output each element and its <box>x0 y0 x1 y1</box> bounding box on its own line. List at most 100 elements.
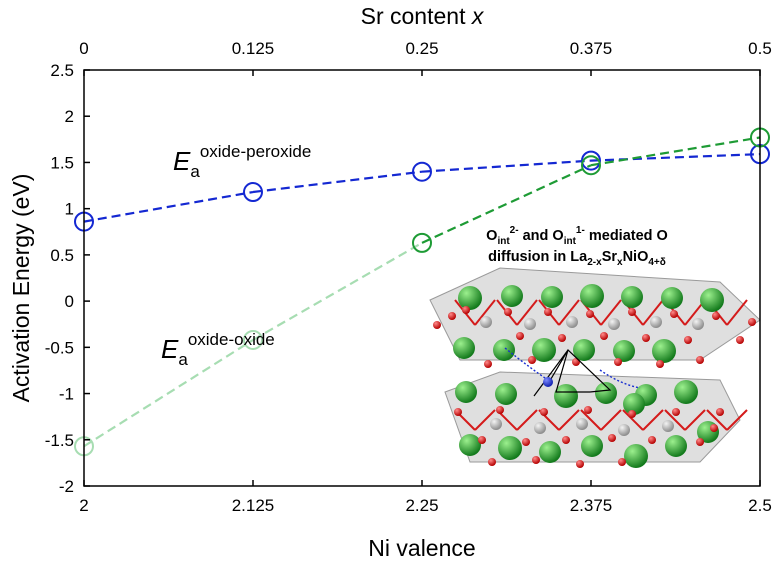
oxygen-atom <box>433 321 441 329</box>
oxygen-atom <box>504 308 512 316</box>
ni-o-bond <box>726 299 748 326</box>
oxygen-atom <box>716 408 724 416</box>
la-sr-atom <box>493 339 515 361</box>
top-axis-title: Sr content x <box>361 3 485 29</box>
oxygen-atom <box>736 336 744 344</box>
series-0-segment <box>83 190 254 223</box>
ni-o-bond <box>558 299 580 326</box>
inset-caption-line-1: Oint2- and Oint1- mediated O <box>486 225 668 247</box>
y-tick-label: 1 <box>65 200 74 219</box>
top-tick-label: 0.25 <box>405 39 438 58</box>
ni-o-bond <box>600 409 622 431</box>
ni-o-bond <box>516 409 538 431</box>
la-sr-atom <box>624 444 648 468</box>
ni-atom <box>618 424 630 436</box>
y-tick-label: -0.5 <box>45 338 74 357</box>
ni-atom <box>650 316 662 328</box>
x-tick-label: 2 <box>79 496 88 515</box>
oxygen-atom <box>558 334 566 342</box>
oxygen-atom <box>586 310 594 318</box>
oxygen-atom <box>572 358 580 366</box>
oxygen-atom <box>532 456 540 464</box>
oxygen-atom <box>584 406 592 414</box>
top-tick-label: 0.375 <box>570 39 613 58</box>
diffusion-dotted-path <box>504 347 641 389</box>
la-sr-atom <box>623 393 645 415</box>
oxygen-atom <box>614 358 622 366</box>
la-sr-atom <box>580 284 604 308</box>
la-sr-atom <box>661 287 683 309</box>
axes-layer <box>83 69 761 487</box>
oxygen-atom <box>608 434 616 442</box>
oxygen-atom <box>484 360 492 368</box>
oxygen-atom <box>710 424 718 432</box>
series-0-point <box>243 182 263 203</box>
interstitial-oxygen-atom <box>543 377 553 387</box>
y-tick-label: 2 <box>65 107 74 126</box>
ni-atom <box>576 418 588 430</box>
la-sr-atom <box>455 381 477 403</box>
series-1-segment <box>590 136 761 167</box>
la-sr-atom <box>700 288 724 312</box>
ni-o-bond <box>622 409 644 431</box>
series-0-segment <box>590 153 761 162</box>
ni-o-bond <box>474 299 496 326</box>
text-layer: -2 -1.5 -1 -0.5 0 0.5 1 1.5 2 2.5 2 2.125 2.25 2.375 2… <box>8 3 772 561</box>
series-label-oxide-peroxide: Eaoxide-peroxide <box>173 142 311 181</box>
y-tick-label: 0.5 <box>50 246 74 265</box>
series-0-segment <box>252 170 423 194</box>
la-sr-atom <box>498 436 522 460</box>
ni-o-bond <box>516 299 538 326</box>
la-sr-atom <box>453 337 475 359</box>
oxygen-atom <box>696 356 704 364</box>
oxygen-atom <box>642 334 650 342</box>
la-sr-atom <box>539 441 561 463</box>
oxygen-atom <box>670 310 678 318</box>
x-tick-label: 2.125 <box>232 496 275 515</box>
la-sr-atom <box>595 382 617 404</box>
la-sr-atom <box>581 435 603 457</box>
la-sr-atom <box>541 286 563 308</box>
x-axis-title: Ni valence <box>368 535 475 561</box>
series-1-segment <box>421 164 592 244</box>
ni-o-bond <box>664 409 686 431</box>
la-sr-atom <box>674 380 698 404</box>
ni-atom <box>480 316 492 328</box>
ni-atom <box>692 318 704 330</box>
octahedra-layer <box>444 371 741 463</box>
oxygen-atom <box>628 308 636 316</box>
oxygen-atom <box>648 436 656 444</box>
y-tick-label: 2.5 <box>50 61 74 80</box>
ni-o-bond <box>684 409 706 431</box>
series-lines-layer <box>83 136 761 448</box>
series-0-point <box>412 161 432 182</box>
series-1-segment <box>83 339 254 448</box>
oxygen-atom <box>448 312 456 320</box>
oxygen-atom <box>478 436 486 444</box>
series-1-point <box>581 155 601 176</box>
oxygen-atom <box>496 406 504 414</box>
inset-caption-line-2: diffusion in La2-xSrxNiO4+δ <box>488 249 666 268</box>
la-sr-atom <box>501 285 523 307</box>
oxygen-atom <box>748 318 756 326</box>
oxygen-atom <box>576 460 584 468</box>
la-sr-atom <box>652 339 676 363</box>
series-label-oxide-oxide: Eaoxide-oxide <box>161 330 275 369</box>
series-1-point <box>243 329 263 350</box>
series-0-point <box>581 150 601 171</box>
oxygen-atom <box>684 336 692 344</box>
la-sr-atom <box>621 286 643 308</box>
ni-o-bond <box>580 409 602 431</box>
top-tick-label: 0.5 <box>748 39 772 58</box>
x-tick-label: 2.375 <box>570 496 613 515</box>
la-sr-atom <box>554 384 578 408</box>
y-tick-label: -1.5 <box>45 431 74 450</box>
ni-o-bond <box>558 409 580 431</box>
ni-o-bond <box>706 409 728 431</box>
la-sr-atom <box>573 339 595 361</box>
la-sr-atom <box>458 286 482 310</box>
top-tick-label: 0.125 <box>232 39 275 58</box>
oxygen-atom <box>522 438 530 446</box>
oxygen-atom <box>628 410 636 418</box>
